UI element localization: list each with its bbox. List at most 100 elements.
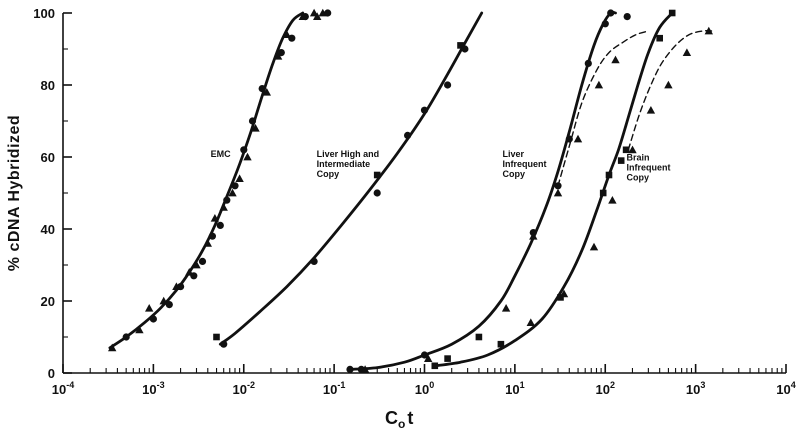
x-tick-base: 10 bbox=[505, 382, 519, 397]
triangle-point-s1-20 bbox=[313, 12, 322, 20]
x-tick-label-3: 10-2 bbox=[233, 380, 255, 397]
triangle-point-s6-2 bbox=[424, 354, 433, 362]
x-axis-label: Co t bbox=[385, 408, 413, 431]
triangle-point-s1-16 bbox=[273, 52, 283, 60]
square-point-s3-2 bbox=[373, 171, 381, 179]
x-tick-label-6: 101 bbox=[505, 380, 524, 397]
y-tick-label-3: 40 bbox=[41, 222, 55, 237]
triangle-point-s6-6 bbox=[573, 134, 583, 143]
circle-point-s5-9 bbox=[607, 9, 615, 17]
circle-point-s2-11 bbox=[240, 146, 248, 154]
x-tick-label-7: 102 bbox=[596, 380, 615, 397]
circle-point-s2-16 bbox=[301, 13, 309, 21]
circle-point-s2-13 bbox=[258, 85, 266, 93]
annotation-1: EMC bbox=[211, 149, 232, 159]
triangle-point-s1-11 bbox=[228, 188, 237, 197]
x-tick-exponent: 1 bbox=[520, 380, 525, 390]
circle-point-s5-3 bbox=[420, 351, 429, 359]
circle-point-s5-6 bbox=[565, 135, 573, 143]
circle-point-s4-1 bbox=[220, 340, 228, 348]
fit-curve-3 bbox=[348, 10, 617, 371]
annotation-line: Liver bbox=[503, 149, 525, 159]
ticks-layer: 10-4 10-3 10-2 10-1 100 101 102 103 104020406080… bbox=[33, 6, 795, 397]
annotation-line: Infrequent bbox=[627, 163, 671, 173]
circle-point-s2-3 bbox=[165, 301, 173, 309]
x-tick-base: 10 bbox=[686, 382, 700, 397]
x-axis-label-main: C bbox=[385, 408, 398, 428]
triangle-point-s8-8 bbox=[682, 48, 692, 56]
circle-point-s5-10 bbox=[623, 13, 631, 21]
x-tick-label-1: 10-4 bbox=[52, 380, 74, 397]
triangle-point-s1-3 bbox=[145, 304, 154, 312]
triangle-point-s8-6 bbox=[646, 106, 656, 114]
annotation-line: Brain bbox=[627, 153, 650, 163]
annotation-line: Copy bbox=[503, 169, 526, 179]
x-tick-base: 10 bbox=[596, 382, 610, 397]
triangle-point-s8-7 bbox=[664, 80, 673, 89]
x-tick-base: 10 bbox=[233, 382, 247, 397]
x-tick-exponent: -4 bbox=[66, 380, 74, 390]
triangle-point-s6-3 bbox=[501, 304, 511, 312]
square-point-s7-10 bbox=[656, 34, 663, 42]
square-point-s7-4 bbox=[497, 340, 505, 348]
y-tick-label-2: 20 bbox=[41, 294, 55, 309]
triangle-point-s1-10 bbox=[219, 203, 228, 211]
square-point-s3-1 bbox=[213, 333, 220, 341]
triangle-point-s8-3 bbox=[589, 242, 599, 251]
annotation-line: Copy bbox=[317, 169, 340, 179]
x-axis-label-sub: o bbox=[398, 417, 405, 431]
x-tick-label-4: 10-1 bbox=[323, 380, 345, 397]
triangle-point-s8-9 bbox=[704, 26, 713, 35]
x-tick-exponent: 3 bbox=[700, 380, 705, 390]
triangle-point-s8-4 bbox=[608, 196, 617, 204]
x-tick-base: 10 bbox=[776, 382, 790, 397]
triangle-point-s1-8 bbox=[203, 239, 212, 247]
axes-layer bbox=[62, 13, 786, 374]
annotation-line: Liver High and bbox=[317, 149, 380, 159]
fit-curve-4 bbox=[557, 30, 650, 187]
circle-point-s4-2 bbox=[310, 257, 318, 265]
square-point-s7-8 bbox=[617, 157, 625, 164]
square-point-s7-1 bbox=[431, 362, 439, 370]
circle-point-s5-7 bbox=[584, 59, 592, 67]
circle-point-s5-8 bbox=[601, 20, 609, 28]
triangle-point-s8-5 bbox=[628, 145, 637, 154]
x-tick-label-2: 10-3 bbox=[142, 380, 164, 397]
circle-point-s2-6 bbox=[198, 257, 207, 265]
annotation-line: Infrequent bbox=[503, 159, 547, 169]
fit-curve-2 bbox=[218, 11, 484, 346]
x-tick-exponent: 0 bbox=[429, 380, 434, 390]
square-point-s7-6 bbox=[599, 189, 607, 197]
triangle-point-s8-1 bbox=[526, 318, 535, 326]
x-tick-label-8: 103 bbox=[686, 380, 705, 397]
circle-point-s2-15 bbox=[288, 34, 296, 42]
markers-layer bbox=[108, 8, 713, 373]
x-axis-label-tail: t bbox=[407, 408, 413, 428]
annotation-line: EMC bbox=[211, 149, 232, 159]
triangle-point-s1-14 bbox=[251, 124, 260, 132]
x-tick-exponent: 4 bbox=[791, 380, 796, 390]
y-tick-label-4: 60 bbox=[41, 150, 55, 165]
square-point-s3-3 bbox=[457, 42, 464, 49]
triangle-point-s1-13 bbox=[243, 152, 252, 161]
annotation-4: Brain Infrequent Copy bbox=[627, 153, 671, 183]
triangle-point-s1-15 bbox=[262, 88, 271, 96]
x-tick-base: 10 bbox=[323, 382, 337, 397]
square-point-s7-2 bbox=[444, 355, 451, 362]
circle-point-s2-17 bbox=[324, 9, 332, 17]
circle-point-s2-4 bbox=[177, 283, 185, 291]
y-axis-label: % cDNA Hybridized bbox=[6, 115, 23, 271]
circle-point-s2-8 bbox=[216, 221, 224, 229]
y-tick-label-1: 0 bbox=[48, 366, 55, 381]
triangle-point-s6-4 bbox=[529, 232, 538, 240]
x-tick-exponent: -1 bbox=[337, 380, 345, 390]
circle-point-s2-1 bbox=[122, 333, 130, 341]
square-point-s7-9 bbox=[622, 146, 630, 154]
circle-point-s4-4 bbox=[404, 131, 412, 139]
circle-point-s2-12 bbox=[248, 117, 257, 125]
y-tick-label-6: 100 bbox=[33, 6, 55, 21]
curves-layer bbox=[108, 10, 713, 371]
circle-point-s2-9 bbox=[223, 196, 231, 204]
